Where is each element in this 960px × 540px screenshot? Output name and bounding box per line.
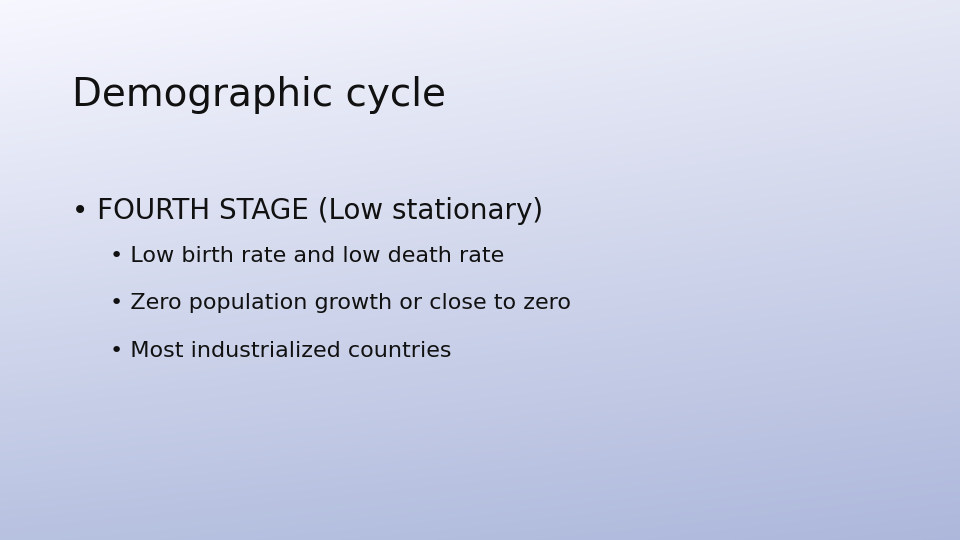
Text: • Zero population growth or close to zero: • Zero population growth or close to zer… bbox=[110, 293, 571, 313]
Text: • Low birth rate and low death rate: • Low birth rate and low death rate bbox=[110, 246, 505, 266]
Text: Demographic cycle: Demographic cycle bbox=[72, 76, 446, 113]
Text: • FOURTH STAGE (Low stationary): • FOURTH STAGE (Low stationary) bbox=[72, 197, 543, 225]
Text: • Most industrialized countries: • Most industrialized countries bbox=[110, 341, 452, 361]
